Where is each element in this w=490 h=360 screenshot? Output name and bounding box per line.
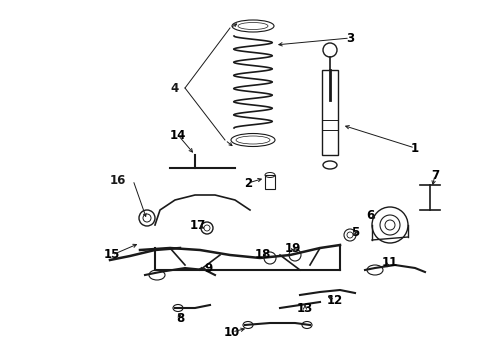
Ellipse shape xyxy=(231,134,275,147)
Text: 19: 19 xyxy=(285,242,301,255)
Text: 3: 3 xyxy=(346,32,354,45)
Text: 16: 16 xyxy=(110,174,126,186)
Text: 15: 15 xyxy=(104,248,120,261)
Text: 2: 2 xyxy=(244,176,252,189)
Text: 18: 18 xyxy=(255,248,271,261)
Text: 9: 9 xyxy=(204,261,212,275)
Text: 13: 13 xyxy=(297,302,313,315)
Text: 6: 6 xyxy=(366,208,374,221)
Text: 8: 8 xyxy=(176,311,184,324)
FancyBboxPatch shape xyxy=(322,70,338,155)
Text: 14: 14 xyxy=(170,129,186,141)
Text: 4: 4 xyxy=(171,81,179,95)
Text: 11: 11 xyxy=(382,256,398,269)
Text: 12: 12 xyxy=(327,293,343,306)
Text: 5: 5 xyxy=(351,225,359,239)
FancyBboxPatch shape xyxy=(265,175,275,189)
Text: 7: 7 xyxy=(431,168,439,181)
Text: 1: 1 xyxy=(411,141,419,154)
Text: 17: 17 xyxy=(190,219,206,231)
Ellipse shape xyxy=(232,20,274,32)
Text: 10: 10 xyxy=(224,325,240,338)
